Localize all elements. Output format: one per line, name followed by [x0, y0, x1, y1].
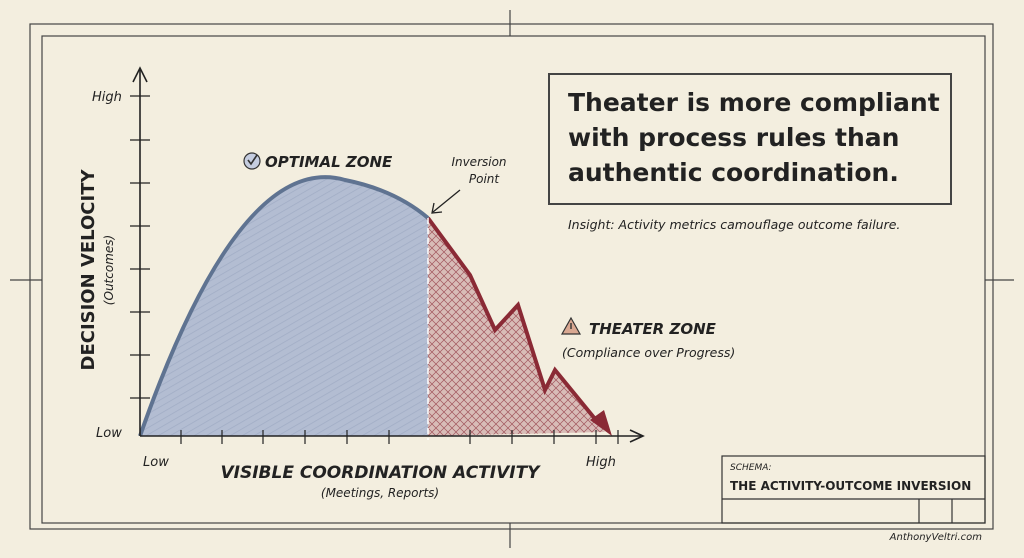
insight-text: Insight: Activity metrics camouflage out… [568, 217, 900, 232]
optimal-zone-label: OPTIMAL ZONE [265, 153, 393, 171]
headline-line1: Theater is more compliant [568, 88, 940, 117]
credit: AnthonyVeltri.com [889, 532, 983, 543]
x-axis-subtitle: (Meetings, Reports) [321, 486, 439, 500]
y-axis-subtitle: (Outcomes) [102, 235, 116, 305]
schema-box [721, 455, 986, 524]
theater-arrowhead [590, 410, 612, 436]
frame [10, 10, 1014, 548]
warning-triangle-icon [560, 316, 582, 335]
headline-line2: with process rules than [568, 123, 899, 152]
x-low-label: Low [143, 455, 169, 470]
schema-label: SCHEMA: [730, 463, 772, 473]
inversion-label-line1: Inversion [451, 155, 506, 169]
inversion-arrow [431, 189, 461, 214]
theater-zone-label: THEATER ZONE [589, 320, 717, 338]
x-high-label: High [586, 455, 616, 470]
theater-zone-subtitle: (Compliance over Progress) [562, 345, 735, 360]
x-axis-title: VISIBLE COORDINATION ACTIVITY [221, 463, 542, 483]
y-high-label: High [92, 90, 122, 105]
axes [130, 66, 645, 444]
y-axis-title: DECISION VELOCITY [78, 169, 99, 371]
inversion-label-line2: Point [469, 172, 501, 186]
check-circle-icon [243, 152, 261, 170]
headline-line3: authentic coordination. [568, 158, 899, 187]
y-low-label: Low [96, 426, 122, 441]
schema-title: THE ACTIVITY-OUTCOME INVERSION [730, 479, 971, 493]
headline-box [548, 73, 952, 205]
optimal-curve [138, 175, 430, 437]
theater-curve [426, 216, 602, 427]
